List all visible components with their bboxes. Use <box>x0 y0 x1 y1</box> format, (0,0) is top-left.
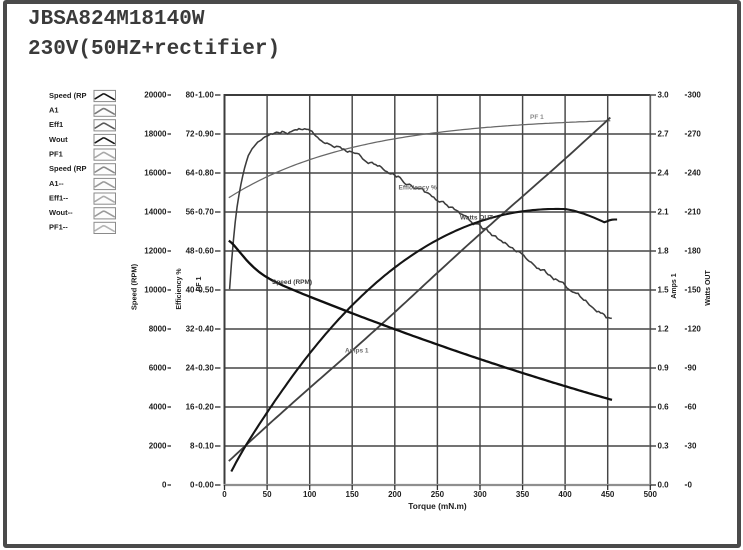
svg-text:0: 0 <box>190 481 195 490</box>
svg-text:100: 100 <box>303 490 317 499</box>
svg-text:80: 80 <box>186 91 195 100</box>
svg-text:A1: A1 <box>49 106 59 115</box>
svg-text:64: 64 <box>186 169 195 178</box>
svg-text:Watts OUT: Watts OUT <box>705 270 712 306</box>
svg-text:10000: 10000 <box>144 286 167 295</box>
svg-text:150: 150 <box>688 286 702 295</box>
svg-text:16: 16 <box>186 403 195 412</box>
svg-text:2000: 2000 <box>149 442 167 451</box>
svg-text:Watts OUT: Watts OUT <box>460 215 493 222</box>
svg-text:PF1: PF1 <box>49 149 63 158</box>
svg-text:Eff1: Eff1 <box>49 120 63 129</box>
svg-text:0.0: 0.0 <box>658 481 670 490</box>
svg-text:A1--: A1-- <box>49 179 64 188</box>
svg-text:Amps 1: Amps 1 <box>671 273 678 298</box>
svg-text:300: 300 <box>473 490 487 499</box>
svg-text:Speed (RP: Speed (RP <box>49 91 87 100</box>
svg-text:0.10: 0.10 <box>198 442 214 451</box>
svg-text:20000: 20000 <box>144 91 167 100</box>
svg-text:8: 8 <box>190 442 195 451</box>
svg-text:350: 350 <box>516 490 530 499</box>
svg-text:2.7: 2.7 <box>658 130 670 139</box>
svg-text:16000: 16000 <box>144 169 167 178</box>
svg-text:2.1: 2.1 <box>658 208 670 217</box>
svg-text:180: 180 <box>688 247 702 256</box>
svg-text:8000: 8000 <box>149 325 167 334</box>
svg-text:40: 40 <box>186 286 195 295</box>
svg-text:0.60: 0.60 <box>198 247 214 256</box>
svg-text:0.00: 0.00 <box>198 481 214 490</box>
svg-text:0.6: 0.6 <box>658 403 670 412</box>
svg-text:0: 0 <box>222 490 227 499</box>
svg-text:PF1--: PF1-- <box>49 223 68 232</box>
svg-text:210: 210 <box>688 208 702 217</box>
svg-text:0.20: 0.20 <box>198 403 214 412</box>
svg-text:50: 50 <box>263 490 272 499</box>
svg-text:Speed (RPM): Speed (RPM) <box>130 263 139 310</box>
svg-text:200: 200 <box>388 490 402 499</box>
svg-text:1.5: 1.5 <box>658 286 670 295</box>
svg-text:270: 270 <box>688 130 702 139</box>
svg-text:4000: 4000 <box>149 403 167 412</box>
svg-text:0.30: 0.30 <box>198 364 214 373</box>
svg-text:24: 24 <box>186 364 195 373</box>
svg-text:Efficiency %: Efficiency % <box>176 268 183 310</box>
svg-text:0.9: 0.9 <box>658 364 670 373</box>
svg-text:Amps 1: Amps 1 <box>345 348 369 355</box>
svg-text:450: 450 <box>601 490 615 499</box>
svg-text:1.00: 1.00 <box>198 91 214 100</box>
svg-text:0.90: 0.90 <box>198 130 214 139</box>
svg-text:Efficiency %: Efficiency % <box>399 185 438 192</box>
svg-text:1.8: 1.8 <box>658 247 670 256</box>
svg-text:0.50: 0.50 <box>198 286 214 295</box>
svg-text:2.4: 2.4 <box>658 169 670 178</box>
svg-text:72: 72 <box>186 130 195 139</box>
svg-text:Torque (mN.m): Torque (mN.m) <box>408 501 467 511</box>
svg-text:PF 1: PF 1 <box>196 277 203 292</box>
svg-text:1.2: 1.2 <box>658 325 670 334</box>
svg-text:0.80: 0.80 <box>198 169 214 178</box>
svg-text:500: 500 <box>644 490 658 499</box>
svg-text:PF 1: PF 1 <box>530 114 544 121</box>
svg-text:18000: 18000 <box>144 130 167 139</box>
svg-text:0.70: 0.70 <box>198 208 214 217</box>
svg-text:30: 30 <box>688 442 697 451</box>
svg-text:250: 250 <box>431 490 445 499</box>
svg-text:3.0: 3.0 <box>658 91 670 100</box>
svg-text:150: 150 <box>346 490 360 499</box>
svg-text:56: 56 <box>186 208 195 217</box>
svg-text:0: 0 <box>688 481 693 490</box>
svg-text:Speed (RPM): Speed (RPM) <box>272 279 312 286</box>
svg-text:60: 60 <box>688 403 697 412</box>
svg-text:Wout--: Wout-- <box>49 208 73 217</box>
svg-text:32: 32 <box>186 325 195 334</box>
svg-text:240: 240 <box>688 169 702 178</box>
svg-text:14000: 14000 <box>144 208 167 217</box>
svg-text:0.3: 0.3 <box>658 442 670 451</box>
svg-text:300: 300 <box>688 91 702 100</box>
svg-text:0.40: 0.40 <box>198 325 214 334</box>
svg-text:Wout: Wout <box>49 135 68 144</box>
svg-text:Speed (RP: Speed (RP <box>49 164 87 173</box>
svg-text:0: 0 <box>162 481 167 490</box>
svg-text:12000: 12000 <box>144 247 167 256</box>
svg-text:48: 48 <box>186 247 195 256</box>
svg-text:90: 90 <box>688 364 697 373</box>
svg-text:6000: 6000 <box>149 364 167 373</box>
svg-text:400: 400 <box>558 490 572 499</box>
svg-text:120: 120 <box>688 325 702 334</box>
svg-text:Eff1--: Eff1-- <box>49 193 69 202</box>
